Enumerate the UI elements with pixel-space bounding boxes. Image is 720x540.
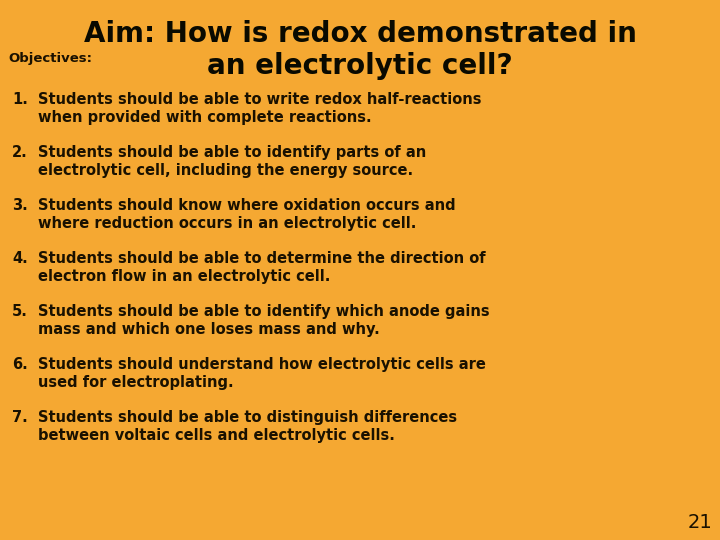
Text: Students should be able to distinguish differences
between voltaic cells and ele: Students should be able to distinguish d…: [38, 410, 457, 443]
Text: 6.: 6.: [12, 357, 28, 372]
Text: 7.: 7.: [12, 410, 28, 425]
Text: Students should be able to write redox half-reactions
when provided with complet: Students should be able to write redox h…: [38, 92, 482, 125]
Text: Objectives:: Objectives:: [8, 52, 92, 65]
Text: Students should know where oxidation occurs and
where reduction occurs in an ele: Students should know where oxidation occ…: [38, 198, 456, 231]
Text: Students should be able to identify parts of an
electrolytic cell, including the: Students should be able to identify part…: [38, 145, 426, 178]
Text: Aim: How is redox demonstrated in: Aim: How is redox demonstrated in: [84, 20, 636, 48]
Text: 2.: 2.: [12, 145, 28, 160]
Text: 1.: 1.: [12, 92, 28, 107]
Text: Students should understand how electrolytic cells are
used for electroplating.: Students should understand how electroly…: [38, 357, 486, 390]
Text: 21: 21: [688, 513, 712, 532]
Text: 3.: 3.: [12, 198, 28, 213]
Text: Students should be able to determine the direction of
electron flow in an electr: Students should be able to determine the…: [38, 251, 485, 284]
Text: Students should be able to identify which anode gains
mass and which one loses m: Students should be able to identify whic…: [38, 304, 490, 337]
Text: 4.: 4.: [12, 251, 28, 266]
Text: an electrolytic cell?: an electrolytic cell?: [207, 52, 513, 80]
Text: 5.: 5.: [12, 304, 28, 319]
